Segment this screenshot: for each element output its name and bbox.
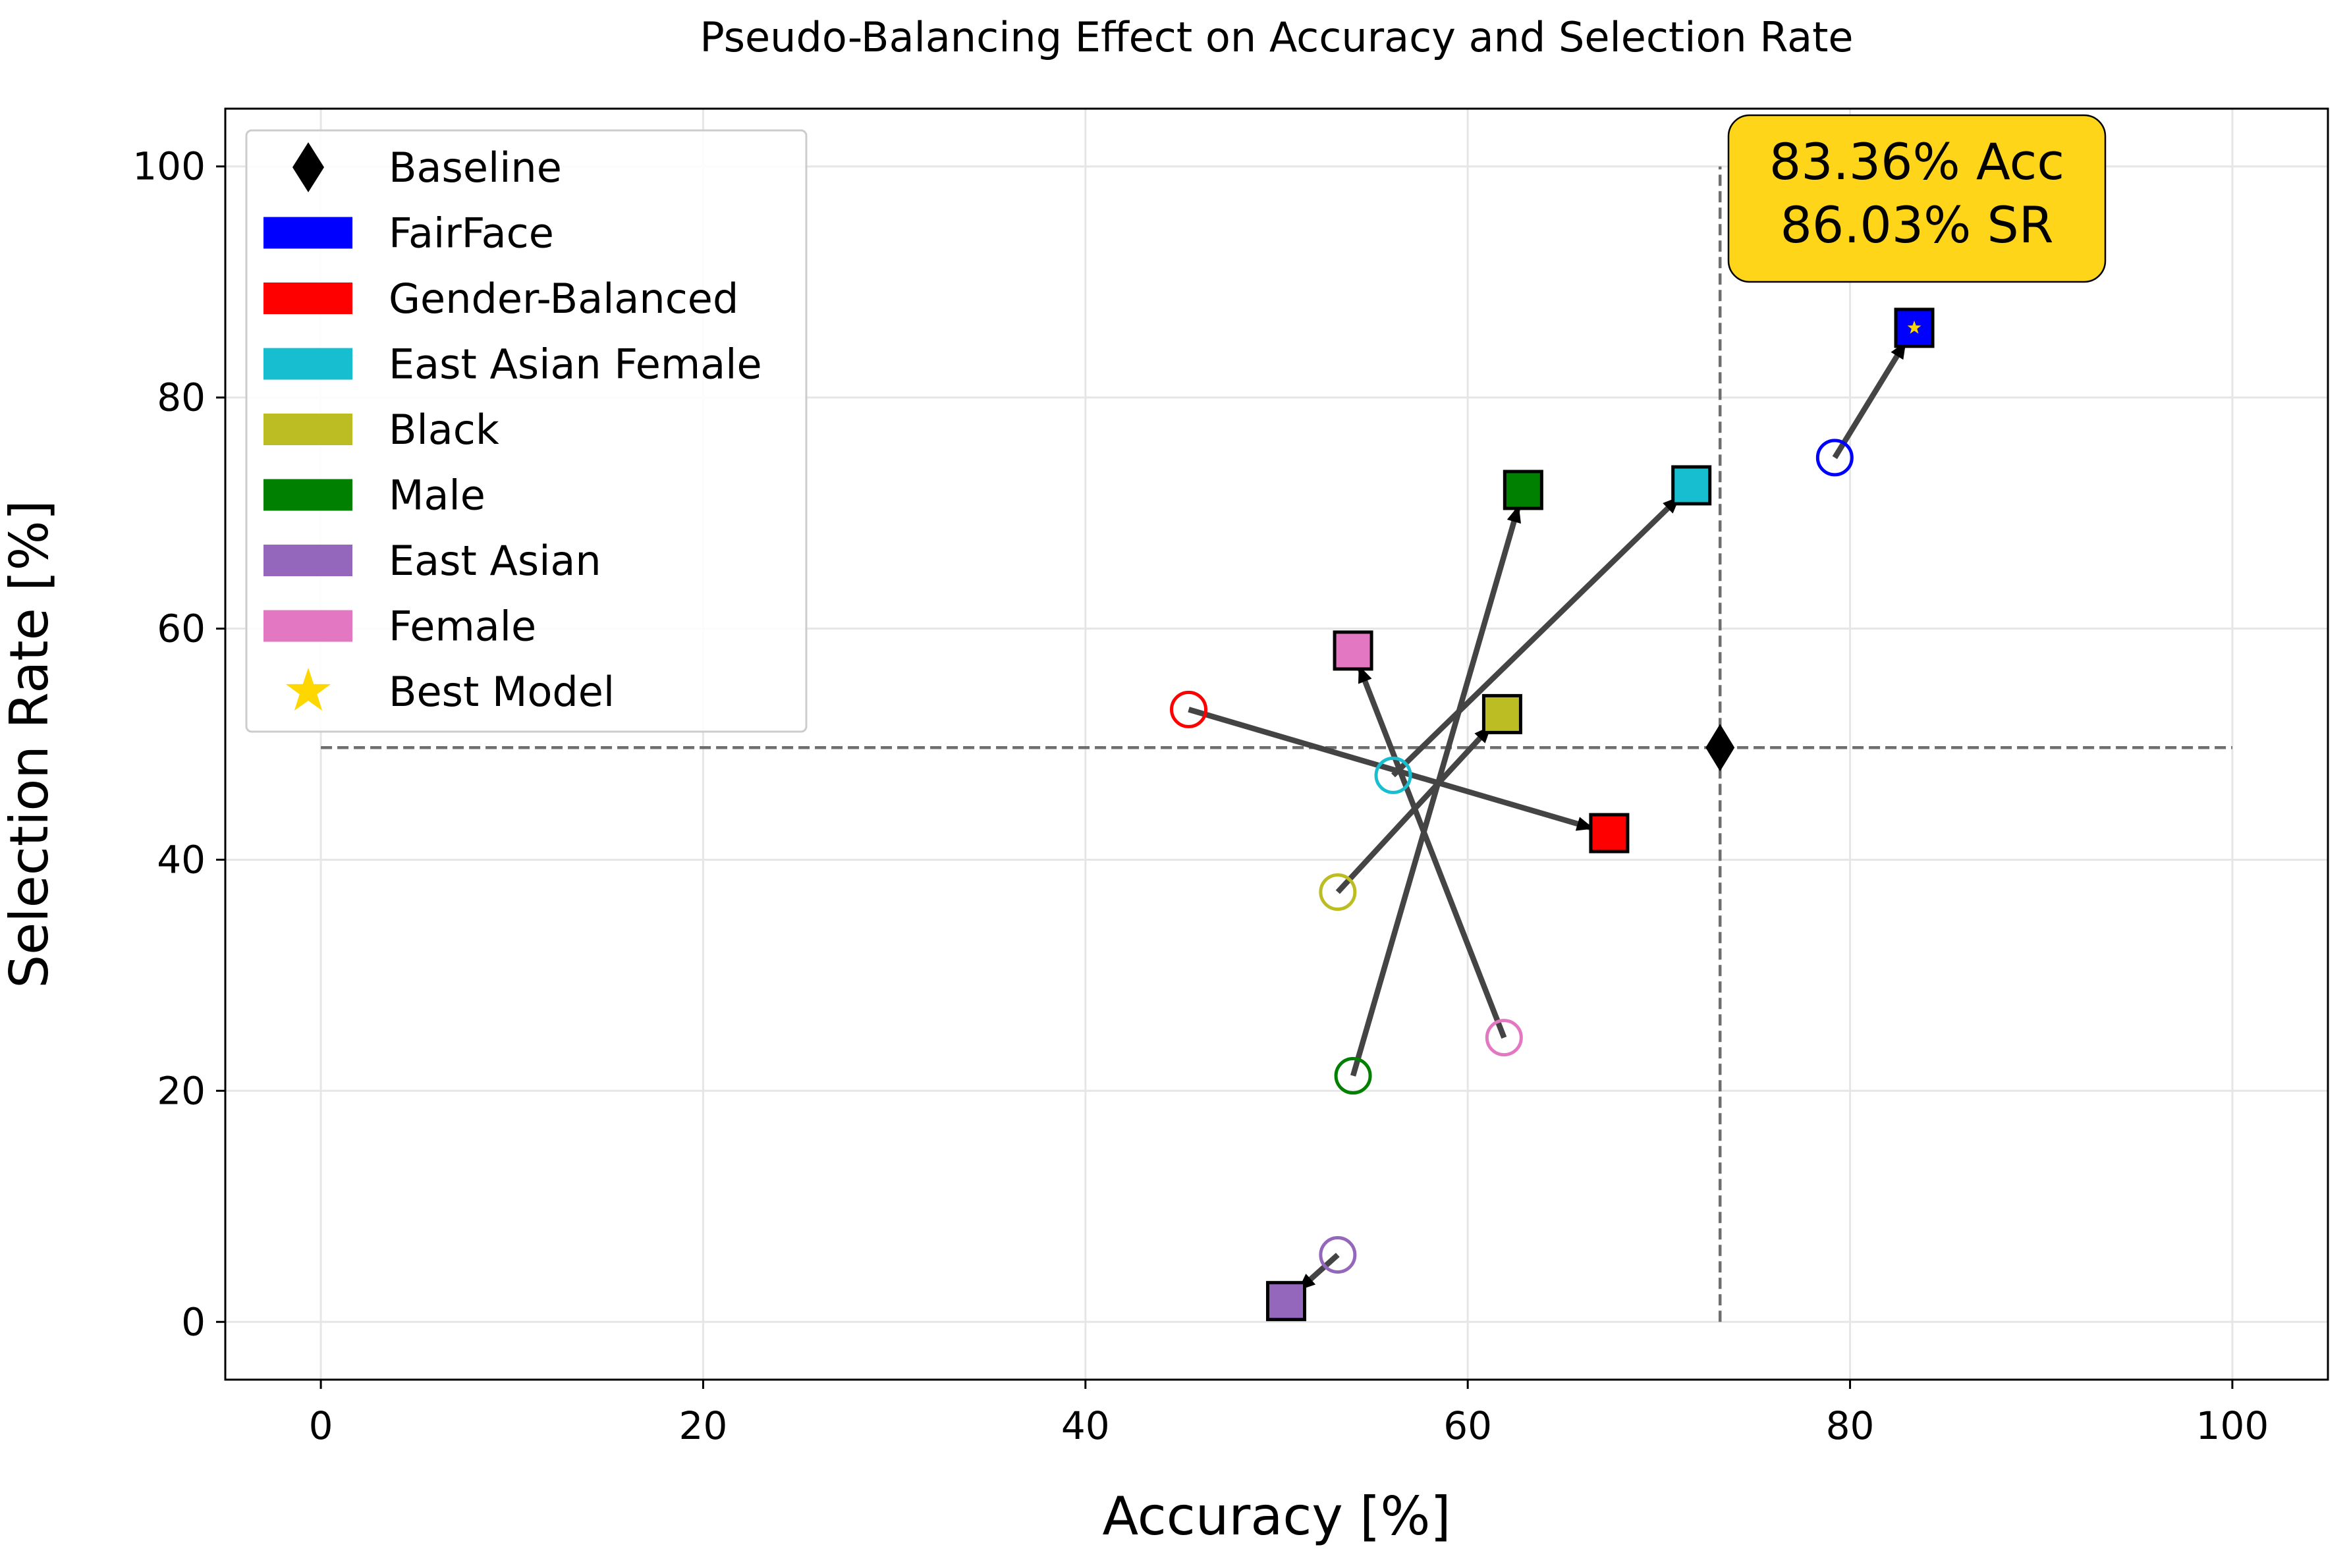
legend-label: Gender-Balanced bbox=[389, 275, 738, 323]
x-tick-label: 60 bbox=[1443, 1403, 1492, 1448]
y-tick-label: 40 bbox=[157, 837, 206, 882]
y-tick-label: 80 bbox=[157, 375, 206, 420]
marker-after-male bbox=[1503, 470, 1543, 510]
x-tick-label: 100 bbox=[2196, 1403, 2269, 1448]
callout-selection-rate: 86.03% SR bbox=[1781, 196, 2054, 254]
marker-before-black bbox=[1319, 873, 1357, 911]
marker-after-east-asian-female bbox=[1671, 465, 1712, 506]
marker-before-male bbox=[1334, 1057, 1372, 1095]
legend-color-swatch bbox=[263, 610, 352, 642]
arrow-male bbox=[1350, 504, 1522, 1077]
callout-accuracy: 83.36% Acc bbox=[1769, 132, 2064, 191]
arrow-east-asian-female bbox=[1391, 494, 1682, 778]
legend-label: FairFace bbox=[389, 209, 554, 257]
legend-color-swatch bbox=[263, 414, 352, 445]
legend-frame bbox=[245, 129, 808, 733]
x-tick-label: 20 bbox=[679, 1403, 728, 1448]
arrow-gender-balanced bbox=[1188, 707, 1595, 832]
legend-label: East Asian Female bbox=[389, 340, 762, 389]
legend: Baseline FairFace Gender-Balanced East Asia… bbox=[245, 129, 808, 733]
callout-box bbox=[1727, 114, 2107, 283]
axis-ticks: 0 20 40 60 80 100 0 20 40 60 80 100 bbox=[132, 144, 2269, 1448]
legend-label: Female bbox=[389, 603, 536, 651]
arrow-female bbox=[1356, 664, 1507, 1039]
legend-baseline-icon bbox=[292, 142, 324, 192]
best-model-callout: 83.36% Acc 86.03% SR bbox=[1727, 114, 2107, 283]
marker-before-east-asian bbox=[1319, 1236, 1357, 1274]
x-tick-label: 40 bbox=[1061, 1403, 1110, 1448]
legend-label: Best Model bbox=[389, 668, 615, 716]
marker-after-east-asian bbox=[1266, 1281, 1307, 1322]
y-tick-label: 0 bbox=[181, 1299, 206, 1344]
legend-color-swatch bbox=[263, 217, 352, 249]
chart-title: Pseudo-Balancing Effect on Accuracy and … bbox=[700, 13, 1853, 61]
marker-after-gender-balanced bbox=[1589, 813, 1630, 853]
arrows bbox=[1188, 340, 1909, 1293]
legend-label: Black bbox=[389, 406, 499, 454]
best-model-star bbox=[1907, 320, 1921, 334]
legend-label: Baseline bbox=[389, 144, 562, 192]
x-tick-label: 80 bbox=[1826, 1403, 1875, 1448]
legend-star-icon bbox=[285, 668, 331, 711]
y-axis-label: Selection Rate [%] bbox=[0, 500, 60, 988]
x-axis-label: Accuracy [%] bbox=[1102, 1486, 1451, 1547]
marker-before-east-asian-female bbox=[1374, 756, 1412, 794]
marker-after-black bbox=[1481, 693, 1522, 734]
arrow-fairface bbox=[1832, 340, 1909, 460]
marker-after-female bbox=[1333, 630, 1373, 671]
legend-color-swatch bbox=[263, 283, 352, 314]
legend-color-swatch bbox=[263, 479, 352, 511]
marker-before-female bbox=[1485, 1019, 1523, 1057]
legend-label: East Asian bbox=[389, 537, 601, 585]
legend-color-swatch bbox=[263, 545, 352, 576]
baseline-diamond bbox=[1705, 724, 1735, 772]
legend-label: Male bbox=[389, 472, 485, 520]
y-tick-label: 100 bbox=[132, 144, 206, 189]
legend-color-swatch bbox=[263, 348, 352, 380]
y-tick-label: 20 bbox=[157, 1068, 206, 1113]
x-tick-label: 0 bbox=[309, 1403, 333, 1448]
markers bbox=[1170, 308, 1935, 1322]
marker-before-gender-balanced bbox=[1170, 690, 1208, 728]
plot-frame bbox=[224, 107, 2329, 1381]
marker-before-fairface bbox=[1815, 439, 1854, 477]
y-tick-label: 60 bbox=[157, 607, 206, 651]
